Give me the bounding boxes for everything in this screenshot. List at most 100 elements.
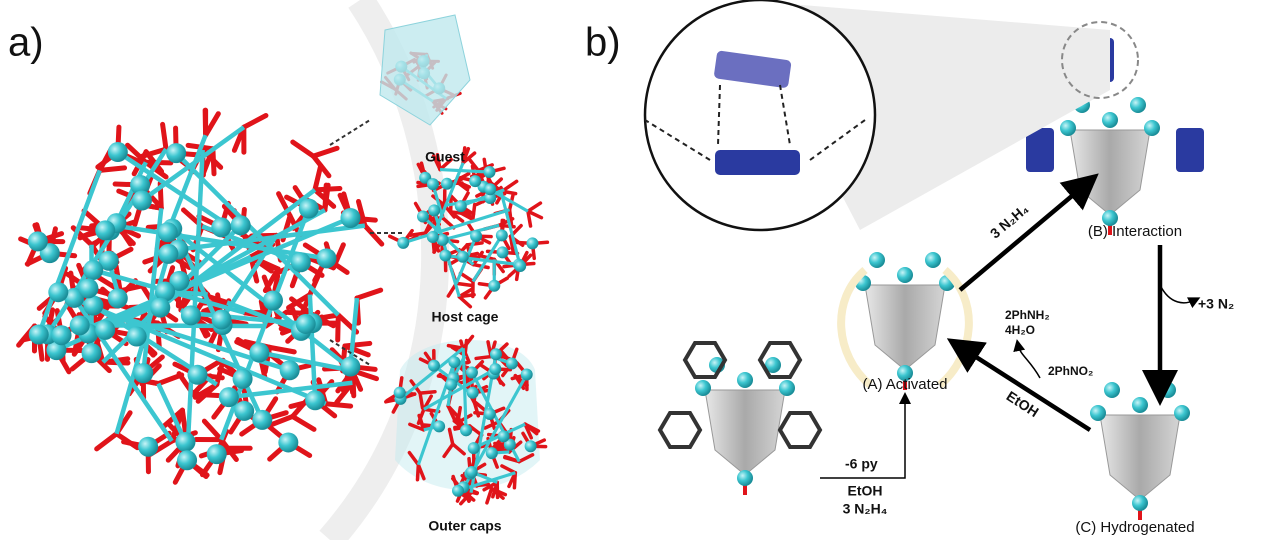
atom <box>126 326 147 347</box>
atom <box>440 177 453 190</box>
bond <box>526 209 533 228</box>
atom <box>211 217 232 238</box>
atom <box>27 231 48 252</box>
bond <box>342 343 371 358</box>
atom <box>252 409 273 430</box>
bond <box>450 442 466 456</box>
atom <box>779 380 795 396</box>
atom <box>175 431 196 452</box>
atom <box>131 190 152 211</box>
atom <box>426 231 439 244</box>
atom <box>218 387 239 408</box>
bond <box>418 391 425 410</box>
pyridine <box>757 341 803 379</box>
bond <box>448 210 468 216</box>
atom <box>897 365 913 381</box>
bond <box>201 418 224 443</box>
structures <box>16 38 1204 520</box>
bond <box>442 442 455 459</box>
atom <box>496 246 509 259</box>
atom <box>488 279 501 292</box>
bond <box>184 149 205 461</box>
atom <box>158 243 179 264</box>
atom <box>737 372 753 388</box>
link <box>329 339 371 366</box>
h-bond <box>644 84 866 161</box>
bond <box>471 202 477 222</box>
bond <box>160 121 169 152</box>
glow <box>937 266 973 389</box>
bond <box>416 407 426 426</box>
arrow <box>1159 284 1201 309</box>
atom <box>526 237 539 250</box>
bond <box>523 422 534 440</box>
atom <box>427 359 440 372</box>
bond <box>408 231 428 237</box>
part-label: Host cage <box>432 309 499 325</box>
bond <box>458 271 475 284</box>
atom <box>1060 120 1076 136</box>
bond <box>438 157 453 172</box>
bond <box>290 139 316 159</box>
bond <box>267 344 297 355</box>
atom <box>448 356 461 369</box>
bond <box>476 163 494 173</box>
atom <box>497 430 510 443</box>
atom <box>524 440 537 453</box>
part-label: Guest <box>425 149 465 165</box>
guest-shell <box>379 14 471 126</box>
arrow <box>958 173 1099 292</box>
state-label: (A) Activated <box>862 376 947 393</box>
bond <box>526 201 543 213</box>
atom <box>1090 405 1106 421</box>
bond <box>201 299 230 314</box>
bond <box>415 462 421 482</box>
bond <box>500 464 518 475</box>
bond <box>444 196 491 207</box>
atom <box>1130 97 1146 113</box>
atom <box>83 295 104 316</box>
atom <box>765 357 781 373</box>
n2h4 <box>714 50 792 88</box>
atom <box>466 386 479 399</box>
atom <box>206 444 227 465</box>
atom <box>925 252 941 268</box>
atom <box>869 252 885 268</box>
bond <box>517 453 535 464</box>
bond <box>442 223 500 242</box>
atom <box>1102 210 1118 226</box>
bond <box>323 401 354 409</box>
reagent: 3 N₂H₄ <box>843 501 888 517</box>
bond <box>312 163 324 193</box>
bond <box>457 294 473 309</box>
atom <box>465 465 478 478</box>
bond <box>503 454 521 464</box>
atom <box>483 408 496 421</box>
reagent: 2PhNH₂ <box>1005 308 1050 322</box>
bond <box>461 146 467 165</box>
bond <box>471 262 490 270</box>
atom <box>262 290 283 311</box>
atom <box>48 282 69 303</box>
bond <box>407 450 421 467</box>
atom <box>155 281 176 302</box>
bond <box>483 420 501 430</box>
arrow <box>1013 339 1041 379</box>
bond <box>57 290 327 406</box>
bond <box>457 287 474 299</box>
bond <box>170 226 351 370</box>
bond <box>418 389 437 395</box>
atom <box>81 343 102 364</box>
atom <box>428 204 441 217</box>
reagent: EtOH <box>1004 388 1042 420</box>
atom <box>489 362 502 375</box>
bond <box>502 179 519 192</box>
atom <box>485 447 498 460</box>
bond <box>507 207 514 227</box>
atom <box>467 442 480 455</box>
atom <box>187 364 208 385</box>
atom <box>1144 120 1160 136</box>
atom <box>138 436 159 457</box>
bond <box>226 300 302 334</box>
